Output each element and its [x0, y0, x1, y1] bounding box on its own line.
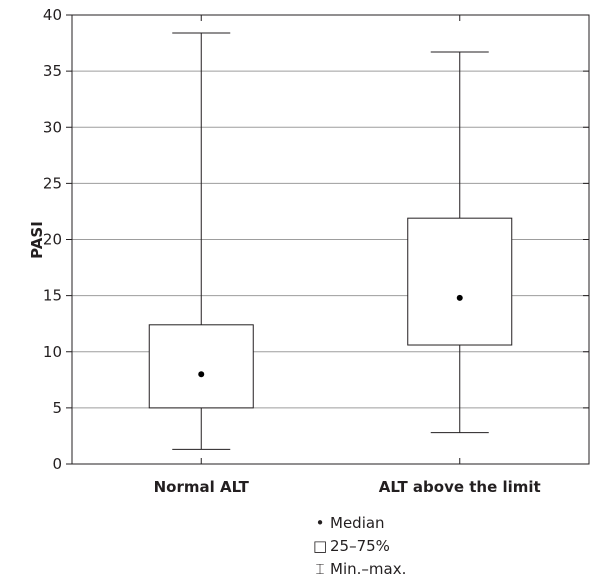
boxplot-series	[148, 32, 513, 450]
y-axis-title: PASI	[28, 221, 46, 259]
y-tick-label: 15	[43, 287, 62, 305]
y-tick-label: 25	[43, 174, 62, 192]
median-dot-icon: •	[315, 514, 325, 532]
y-tick-label: 10	[43, 343, 62, 361]
x-category-label: ALT above the limit	[379, 478, 541, 496]
legend-label: Median	[330, 514, 385, 532]
y-tick-label: 0	[52, 455, 62, 473]
legend-item-median: • Median	[313, 512, 406, 535]
legend-item-iqr: □ 25–75%	[313, 535, 406, 558]
legend-item-range: ⌶ Min.–max.	[313, 558, 406, 581]
median-point	[456, 294, 463, 301]
legend-label: 25–75%	[330, 537, 390, 555]
y-tick-label: 5	[52, 399, 62, 417]
median-point	[198, 371, 205, 378]
iqr-box	[148, 324, 254, 409]
y-tick-label: 35	[43, 62, 62, 80]
whisker-icon: ⌶	[315, 560, 325, 578]
box-group	[148, 32, 254, 450]
y-tick-label: 40	[43, 6, 62, 24]
y-tick-label: 30	[43, 118, 62, 136]
x-category-label: Normal ALT	[154, 478, 250, 496]
box-group	[407, 51, 513, 434]
x-axis: Normal ALT ALT above the limit	[154, 15, 541, 496]
iqr-box	[407, 217, 513, 346]
box-square-icon: □	[313, 537, 328, 555]
y-axis: 0 5 10 15 20 25 30 35 40	[43, 6, 589, 473]
y-tick-label: 20	[43, 231, 62, 249]
legend: • Median □ 25–75% ⌶ Min.–max.	[313, 512, 406, 581]
legend-label: Min.–max.	[330, 560, 407, 578]
